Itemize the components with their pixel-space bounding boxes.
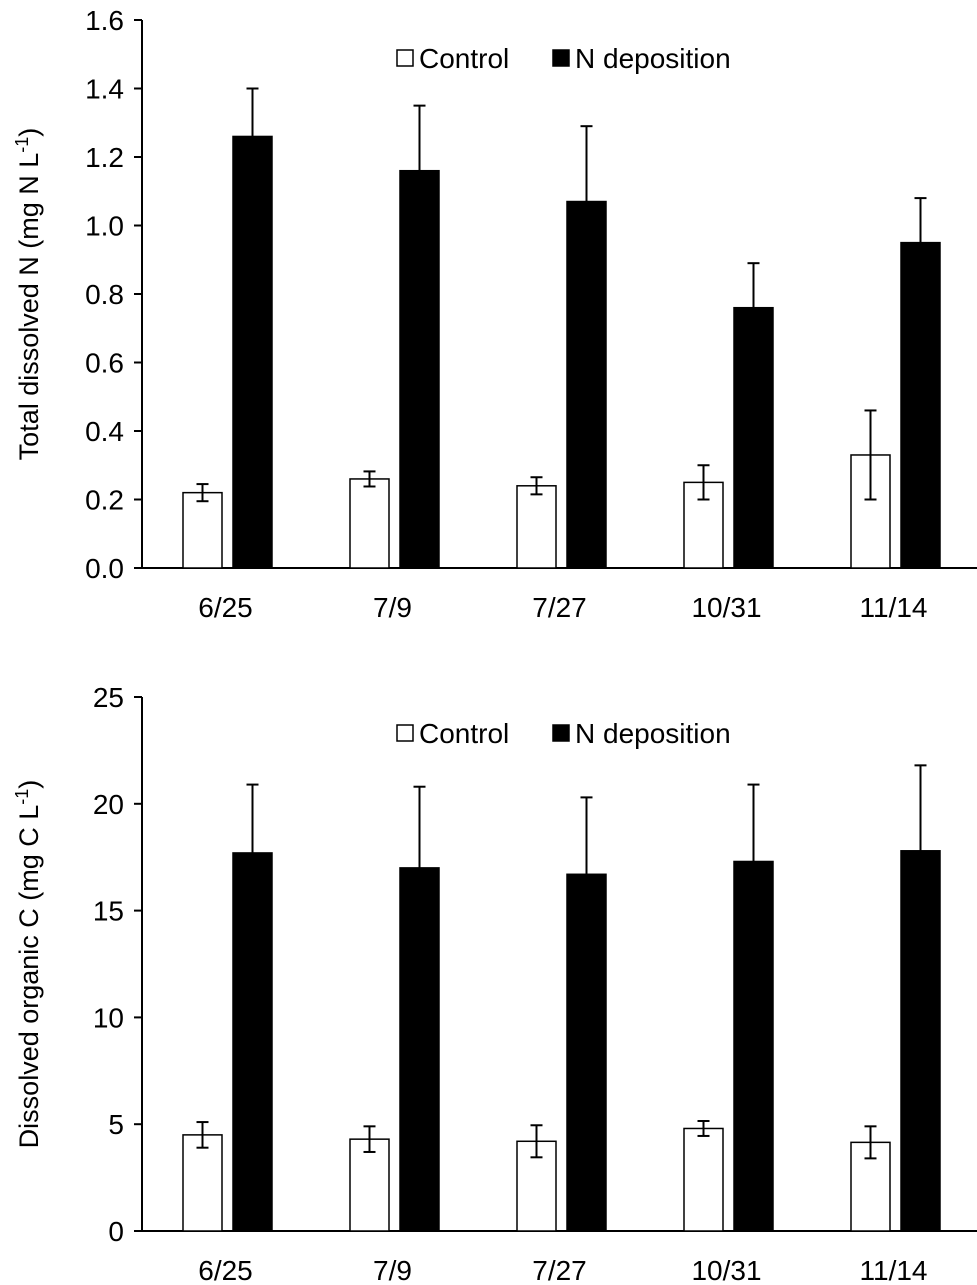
y-tick-label: 0.2 [85,485,124,516]
y-tick-label: 0 [108,1216,124,1247]
y-axis-label-close: ) [14,780,44,789]
x-tick-label: 7/9 [373,592,412,623]
y-tick-label: 0.0 [85,553,124,584]
x-tick-label: 6/25 [198,592,253,623]
bar-control [349,1138,390,1232]
x-tick-label: 7/27 [532,1255,587,1285]
legend-swatch-n-deposition [552,49,570,67]
y-tick-label: 5 [108,1109,124,1140]
legend: Control N deposition [396,718,731,749]
bar-control [182,1134,223,1232]
legend-swatch-control [396,49,414,67]
bar-control [182,491,223,569]
x-tick-label: 10/31 [691,1255,761,1285]
y-tick-label: 0.8 [85,279,124,310]
bar-n-deposition [733,860,774,1232]
bar-n-deposition [232,135,273,569]
y-tick-label: 20 [93,789,124,820]
chart-panel-1: 0.0 0.2 0.4 0.6 0.8 1.0 1.2 1.4 1.6 6/25 7/9 7/27 10… [12,5,977,623]
bar-n-deposition [566,873,607,1232]
legend-label-control: Control [419,43,509,74]
y-axis-label-text: Dissolved organic C (mg C L [14,805,44,1149]
chart-panel-2: 0 5 10 15 20 25 6/25 7/9 7/27 10/31 11/14 Control N … [12,682,977,1285]
bar-control [516,485,557,569]
y-tick-label: 1.6 [85,5,124,36]
bar-n-deposition [733,306,774,569]
x-tick-label: 11/14 [860,1255,928,1285]
bar-n-deposition [566,200,607,569]
y-axis-label-superscript: -1 [12,789,32,805]
y-axis-label-text: Total dissolved N (mg N L [14,153,44,461]
bar-n-deposition [399,169,440,569]
x-tick-label: 11/14 [860,592,928,623]
bar-n-deposition [900,850,941,1232]
legend-label-n-deposition: N deposition [575,718,731,749]
bar-control [683,1127,724,1232]
y-tick-label: 1.2 [85,142,124,173]
bar-control [349,478,390,569]
legend: Control N deposition [396,43,731,74]
y-tick-label: 10 [93,1002,124,1033]
legend-label-n-deposition: N deposition [575,43,731,74]
bar-n-deposition [900,241,941,569]
y-axis-label: Total dissolved N (mg N L-1) [12,128,44,461]
y-tick-label: 1.0 [85,211,124,242]
y-tick-label: 15 [93,896,124,927]
y-axis-label: Dissolved organic C (mg C L-1) [12,780,44,1149]
y-axis-label-superscript: -1 [12,137,32,153]
bar-n-deposition [399,867,440,1232]
y-tick-label: 25 [93,682,124,713]
y-axis-label-close: ) [14,128,44,137]
legend-swatch-n-deposition [552,724,570,742]
x-tick-label: 6/25 [198,1255,253,1285]
legend-swatch-control [396,724,414,742]
legend-label-control: Control [419,718,509,749]
x-tick-label: 7/27 [532,592,587,623]
x-tick-label: 10/31 [691,592,761,623]
y-tick-label: 1.4 [85,74,124,105]
x-tick-label: 7/9 [373,1255,412,1285]
y-tick-label: 0.4 [85,416,124,447]
bar-n-deposition [232,852,273,1232]
y-tick-label: 0.6 [85,348,124,379]
